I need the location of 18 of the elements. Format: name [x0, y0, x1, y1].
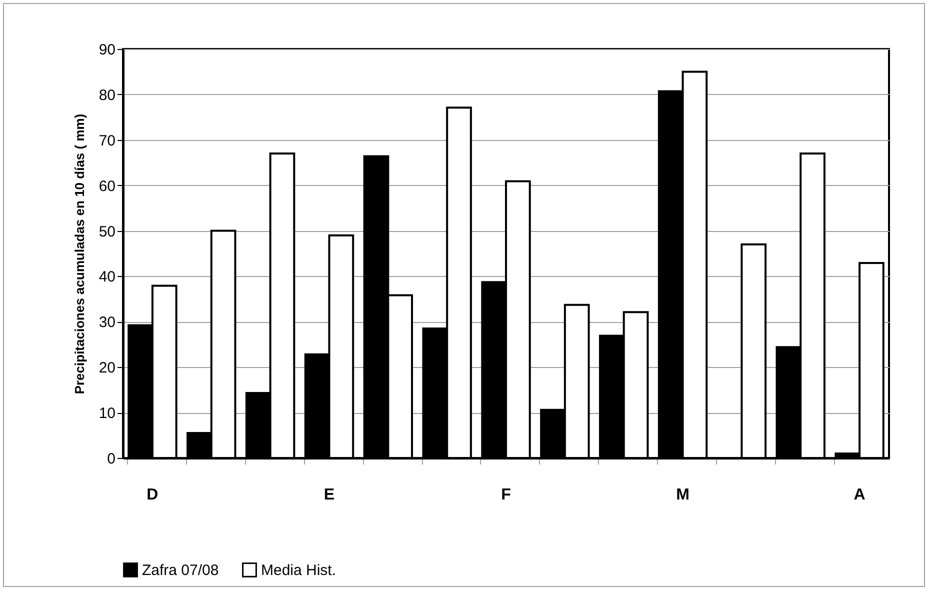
- y-tick-label: 50: [98, 223, 116, 240]
- legend-label: Media Hist.: [261, 562, 336, 579]
- y-tick-label: 80: [98, 86, 116, 104]
- x-tick-label: A: [854, 486, 866, 504]
- legend-label: Zafra 07/08: [142, 562, 219, 579]
- x-tick-label: M: [676, 486, 690, 504]
- y-tick-label: 90: [98, 42, 116, 58]
- y-tick-label: 40: [98, 268, 116, 286]
- x-tick-label: D: [146, 486, 158, 504]
- y-tick-label: 60: [98, 178, 116, 195]
- x-tick-label: F: [501, 486, 512, 504]
- x-tick-label: E: [324, 486, 335, 504]
- y-tick-label: 20: [98, 360, 116, 377]
- y-tick-label: 70: [98, 132, 116, 150]
- y-tick-label: 10: [98, 405, 116, 422]
- y-axis-title: Precipitaciones acumuladas en 10 días ( mm): [72, 114, 87, 394]
- y-tick-label: 0: [107, 450, 116, 468]
- y-tick-label: 30: [98, 314, 116, 332]
